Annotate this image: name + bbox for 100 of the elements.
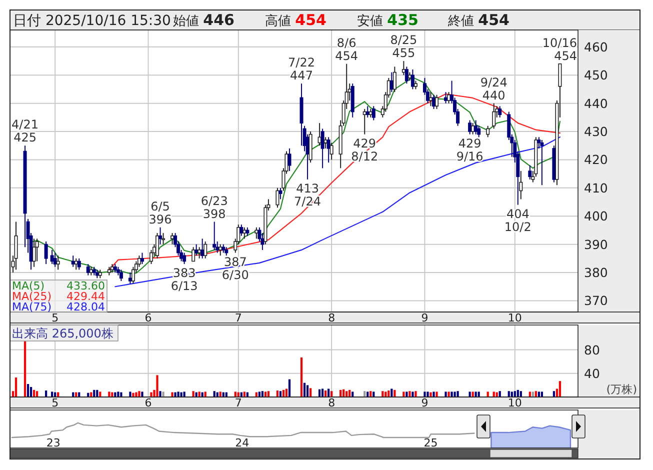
- text: MA(25) 429.44: [12, 290, 105, 303]
- y-tick-label: 80: [584, 342, 600, 358]
- x-tick-label: 7: [234, 312, 242, 324]
- bar: [456, 391, 459, 397]
- bar: [430, 392, 432, 397]
- text: 始値 446: [173, 11, 234, 29]
- x-tick-label: 7: [234, 396, 242, 410]
- bar: [156, 375, 158, 397]
- candlestick: [140, 252, 144, 265]
- bar: [426, 392, 429, 397]
- bar: [285, 388, 288, 397]
- bar: [180, 392, 182, 397]
- text: MA(75) 428.04: [12, 300, 105, 314]
- candlestick: [540, 139, 544, 186]
- bar: [322, 388, 324, 397]
- bar: [436, 392, 438, 397]
- bar: [390, 388, 393, 397]
- x-tick-label: 5: [52, 396, 59, 410]
- candlestick: [77, 258, 81, 270]
- text: 高値 454: [265, 11, 326, 29]
- x-tick-label: 8: [328, 396, 336, 410]
- bar: [306, 385, 309, 397]
- annotation: 6/23 398: [200, 194, 228, 221]
- bar: [408, 391, 411, 397]
- annotation: 387 6/30: [222, 254, 249, 282]
- bar: [177, 392, 180, 397]
- candlestick: [474, 120, 478, 135]
- x-tick-label: 5: [52, 312, 59, 324]
- annotation: 429 9/16: [456, 136, 484, 164]
- text: MA(5) 433.60: [12, 280, 105, 292]
- bar: [24, 340, 26, 397]
- y-tick-label: 440: [584, 96, 608, 111]
- annotation: 8/6 454: [335, 36, 358, 63]
- candlestick: [192, 246, 196, 262]
- bar: [26, 384, 30, 397]
- text: 終値 454: [447, 11, 510, 29]
- candlestick: [119, 269, 123, 282]
- annotation: 6/5 396: [148, 199, 172, 226]
- candlestick: [372, 106, 376, 121]
- bar: [135, 392, 138, 397]
- candlestick: [519, 170, 523, 200]
- y-tick-label: 400: [584, 208, 608, 224]
- y-axis-title: (万株): [606, 383, 637, 396]
- candlestick: [162, 232, 166, 245]
- x-tick-label: 9: [421, 396, 428, 410]
- bar: [14, 378, 18, 397]
- candlestick: [56, 255, 60, 270]
- bar: [444, 392, 447, 397]
- y-tick-label: 410: [584, 180, 608, 196]
- bar: [406, 392, 408, 397]
- candlestick: [320, 128, 324, 169]
- bar: [309, 388, 312, 397]
- candlestick: [468, 120, 472, 135]
- bar: [303, 382, 306, 397]
- candlestick: [156, 232, 160, 259]
- bar: [448, 392, 450, 397]
- chart-title: 日付 2025/10/16 15:30: [13, 13, 171, 29]
- x-tick-label: 6: [144, 396, 152, 410]
- candlestick: [44, 241, 48, 265]
- y-tick-label: 370: [584, 293, 608, 308]
- chart-title: 出来高 265,000株: [12, 326, 114, 340]
- candlestick: [158, 226, 162, 245]
- y-tick-label: 390: [584, 236, 608, 252]
- x-tick-label: 23: [46, 436, 60, 450]
- bar: [141, 392, 144, 397]
- y-tick-label: 430: [584, 124, 608, 140]
- x-tick-label: 10: [508, 396, 522, 410]
- annotation: 7/22 447: [288, 56, 315, 83]
- bar: [30, 386, 32, 397]
- candlestick: [278, 187, 282, 200]
- bar: [138, 391, 140, 397]
- y-tick-label: 420: [584, 152, 608, 168]
- candlestick: [212, 221, 216, 250]
- bar: [432, 392, 435, 397]
- bar: [414, 391, 417, 397]
- bar: [129, 392, 132, 397]
- candlestick: [50, 249, 54, 265]
- candlestick: [182, 252, 186, 265]
- y-tick-label: 380: [584, 265, 608, 280]
- candlestick: [326, 136, 330, 164]
- x-tick-label: 8: [328, 312, 336, 324]
- annotation: 4/21 425: [12, 118, 39, 145]
- candlestick: [528, 164, 532, 180]
- candlestick: [392, 66, 396, 93]
- bar: [412, 392, 414, 397]
- bar: [174, 392, 176, 397]
- candlestick: [288, 148, 292, 172]
- bar: [328, 388, 330, 397]
- candlestick: [240, 224, 244, 236]
- bar: [450, 392, 453, 397]
- annotation: 9/24 440: [480, 75, 508, 102]
- bar: [424, 392, 426, 397]
- candlestick: [14, 221, 18, 270]
- candlestick: [435, 94, 439, 110]
- x-tick-label: 24: [235, 436, 250, 450]
- bar: [162, 392, 164, 397]
- annotation: 10/16 454: [542, 36, 577, 63]
- candlestick: [404, 66, 408, 84]
- y-tick-label: 40: [584, 366, 600, 381]
- bar: [558, 381, 562, 397]
